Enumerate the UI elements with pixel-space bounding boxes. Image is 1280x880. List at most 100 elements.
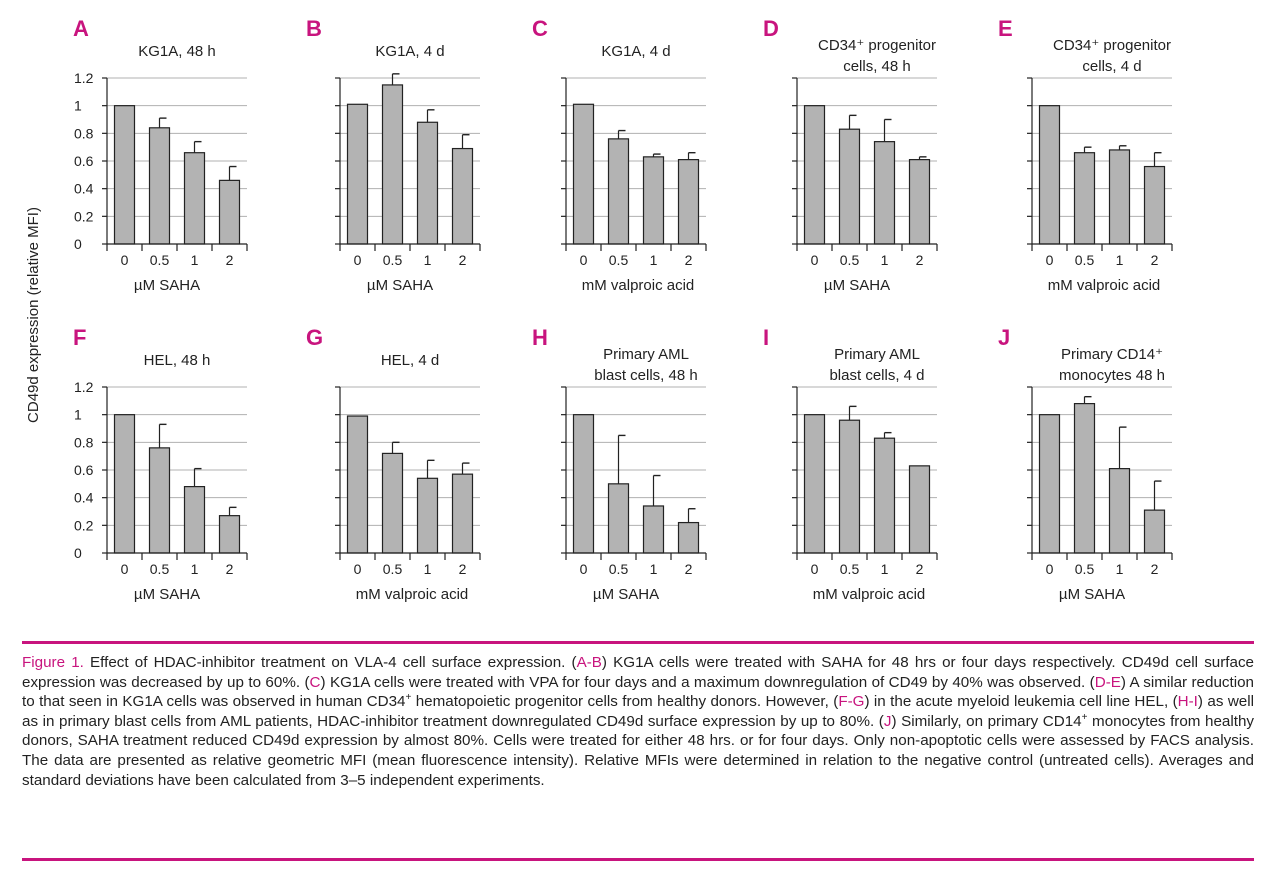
x-tick-label-h-1: 0.5 [609, 561, 629, 577]
bar-a-2 [183, 152, 206, 245]
x-tick-label-g-0: 0 [354, 561, 362, 577]
panel-letter-a: A [73, 16, 89, 41]
x-tick-label-f-2: 1 [191, 561, 199, 577]
bar-e-1 [1073, 152, 1096, 245]
x-axis-label-i: mM valproic acid [813, 586, 926, 603]
bar-d-1 [838, 128, 861, 245]
bar-a-1 [148, 127, 171, 245]
x-axis-label-e: mM valproic acid [1048, 277, 1161, 294]
bar-i-1 [838, 419, 861, 554]
bar-j-1 [1073, 403, 1096, 554]
x-tick-label-e-3: 2 [1151, 252, 1159, 268]
bar-f-0 [113, 414, 136, 554]
figure-panels: CD49d expression (relative MFI) A KG1A, 4… [25, 16, 1173, 603]
bar-h-0 [572, 414, 595, 554]
bar-h-1 [607, 483, 630, 554]
y-tick-label-a-0: 0 [74, 236, 82, 252]
x-tick-label-i-3: 2 [916, 561, 924, 577]
caption-ref-j: J [883, 712, 892, 730]
bar-j-3 [1143, 509, 1166, 554]
bar-g-2 [416, 477, 439, 554]
chart-panel-e: E CD34⁺ progenitor cells, 4 d 0 0.5 1 2 mM valp… [998, 16, 1173, 294]
x-tick-label-e-1: 0.5 [1075, 252, 1095, 268]
chart-title-j-line-1: Primary CD14⁺ [1061, 346, 1163, 363]
x-axis-label-d: µM SAHA [824, 277, 890, 294]
x-tick-label-f-0: 0 [121, 561, 129, 577]
chart-title-f-line-1: HEL, 48 h [144, 352, 211, 369]
panel-letter-f: F [73, 325, 86, 350]
panel-letter-c: C [532, 16, 548, 41]
x-tick-label-g-3: 2 [459, 561, 467, 577]
y-tick-label-a-6: 1.2 [74, 70, 94, 86]
figure-label: Figure 1. [22, 654, 84, 671]
bar-f-2 [183, 486, 206, 554]
panel-letter-h: H [532, 325, 548, 350]
chart-title-i-line-2: blast cells, 4 d [829, 367, 924, 384]
x-tick-label-c-0: 0 [580, 252, 588, 268]
bar-e-3 [1143, 165, 1166, 245]
x-axis-label-j: µM SAHA [1059, 586, 1125, 603]
chart-title-e-line-2: cells, 4 d [1082, 58, 1141, 75]
x-tick-label-b-3: 2 [459, 252, 467, 268]
bar-f-3 [218, 515, 241, 554]
caption-ref-c: C [309, 673, 321, 691]
chart-title-d-line-2: cells, 48 h [843, 58, 911, 75]
x-tick-label-i-2: 1 [881, 561, 889, 577]
y-tick-label-a-1: 0.2 [74, 208, 94, 224]
caption-title: Effect of HDAC-inhibitor treatment on VL… [83, 654, 577, 671]
chart-title-h-line-1: Primary AML [603, 346, 689, 363]
x-tick-label-j-1: 0.5 [1075, 561, 1095, 577]
caption-text-4: hematopoietic progenitor cells from heal… [411, 693, 839, 711]
bar-c-1 [607, 138, 630, 245]
caption-text-8: monocytes from healthy donors, SAHA trea… [22, 712, 1254, 789]
chart-panel-g: G HEL, 4 d 0 0.5 1 2 mM valproic acid [306, 325, 481, 603]
x-tick-label-d-1: 0.5 [840, 252, 860, 268]
bar-g-0 [346, 415, 369, 554]
y-tick-label-a-5: 1 [74, 98, 82, 114]
panel-letter-j: J [998, 325, 1010, 350]
bar-g-1 [381, 452, 404, 554]
chart-panel-b: B KG1A, 4 d 0 0.5 1 2 µM SAHA [306, 16, 481, 294]
chart-title-d-line-1: CD34⁺ progenitor [818, 37, 936, 54]
y-tick-label-a-3: 0.6 [74, 153, 94, 169]
x-tick-label-g-2: 1 [424, 561, 432, 577]
x-tick-label-b-0: 0 [354, 252, 362, 268]
chart-panel-a: A KG1A, 48 h 0 0.2 0.4 0.6 0.8 1 1.2 0 0.5 1 2 µM SAH… [73, 16, 248, 294]
x-tick-label-h-0: 0 [580, 561, 588, 577]
chart-title-e-line-1: CD34⁺ progenitor [1053, 37, 1171, 54]
bar-b-0 [346, 103, 369, 245]
bar-b-2 [416, 121, 439, 245]
caption-text-6: ) as well as in primary blast cells from… [22, 693, 1254, 730]
top-rule [22, 641, 1254, 644]
y-tick-label-f-3: 0.6 [74, 462, 94, 478]
x-tick-label-b-1: 0.5 [383, 252, 403, 268]
caption-ref-hi: H-I [1177, 693, 1198, 711]
bar-g-3 [451, 473, 474, 554]
chart-panel-f: F HEL, 48 h 0 0.2 0.4 0.6 0.8 1 1.2 0 0.5 1 2 µM SAHA [73, 325, 248, 603]
bar-f-1 [148, 447, 171, 554]
chart-title-c-line-1: KG1A, 4 d [601, 43, 670, 60]
x-tick-label-h-3: 2 [685, 561, 693, 577]
bar-i-2 [873, 437, 896, 554]
chart-panel-d: D CD34⁺ progenitor cells, 48 h 0 0.5 1 2 µM SAH… [763, 16, 938, 294]
panel-letter-i: I [763, 325, 769, 350]
x-axis-label-h: µM SAHA [593, 586, 659, 603]
panel-letter-e: E [998, 16, 1013, 41]
x-tick-label-f-1: 0.5 [150, 561, 170, 577]
y-tick-label-f-2: 0.4 [74, 490, 94, 506]
bar-d-2 [873, 141, 896, 245]
panel-letter-b: B [306, 16, 322, 41]
x-tick-label-g-1: 0.5 [383, 561, 403, 577]
x-axis-label-g: mM valproic acid [356, 586, 469, 603]
chart-panel-i: I Primary AML blast cells, 4 d 0 0.5 1 2 mM val… [763, 325, 938, 603]
bar-c-2 [642, 156, 665, 245]
chart-title-g-line-1: HEL, 4 d [381, 352, 439, 369]
x-tick-label-c-3: 2 [685, 252, 693, 268]
panel-letter-d: D [763, 16, 779, 41]
x-tick-label-h-2: 1 [650, 561, 658, 577]
chart-title-b-line-1: KG1A, 4 d [375, 43, 444, 60]
y-tick-label-a-2: 0.4 [74, 181, 94, 197]
bar-a-0 [113, 105, 136, 245]
x-tick-label-e-2: 1 [1116, 252, 1124, 268]
bar-i-0 [803, 414, 826, 554]
